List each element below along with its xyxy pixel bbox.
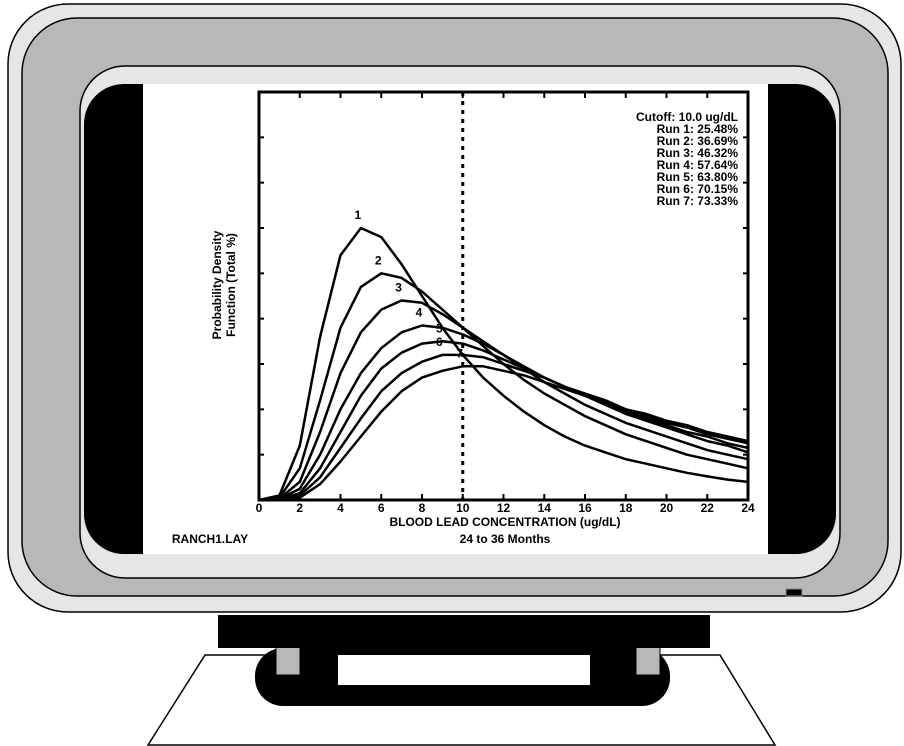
power-button[interactable] (785, 588, 803, 597)
x-tick-label: 14 (538, 501, 552, 515)
series-label: 7 (456, 346, 463, 360)
annotation: Cutoff: 10.0 ug/dL (636, 110, 738, 124)
series-line (258, 226, 749, 502)
series-line (258, 340, 749, 502)
annotation: Run 1: 25.48% (657, 122, 739, 136)
series-line (258, 324, 749, 502)
series-label: 6 (436, 335, 443, 349)
subtitle: 24 to 36 Months (460, 532, 551, 546)
x-tick-label: 8 (419, 501, 426, 515)
series-label: 4 (416, 306, 423, 320)
x-tick-label: 16 (578, 501, 592, 515)
series-line (259, 353, 749, 502)
series-label: 3 (395, 281, 402, 295)
x-tick-label: 12 (497, 501, 511, 515)
annotation: Run 4: 57.64% (657, 158, 739, 172)
x-tick-label: 4 (337, 501, 344, 515)
annotation: Run 5: 63.80% (657, 170, 739, 184)
annotation: Run 7: 73.33% (657, 194, 739, 208)
series-label: 2 (375, 254, 382, 268)
series-label: 5 (436, 322, 443, 336)
x-tick-label: 10 (456, 501, 470, 515)
x-tick-label: 0 (256, 501, 263, 515)
x-tick-label: 20 (660, 501, 674, 515)
annotation: Run 6: 70.15% (657, 182, 739, 196)
y-axis-label-line: Function (Total %) (224, 233, 238, 337)
x-tick-label: 22 (701, 501, 715, 515)
chart: BLOOD LEAD CONCENTRATION (ug/dL) 24 to 3… (172, 90, 755, 546)
series-line (259, 365, 749, 502)
x-axis-label: BLOOD LEAD CONCENTRATION (ug/dL) (389, 515, 620, 529)
x-tick-label: 18 (619, 501, 633, 515)
screen-content (143, 84, 768, 554)
x-tick-label: 24 (741, 501, 755, 515)
x-tick-label: 2 (296, 501, 303, 515)
annotation: Run 2: 36.69% (657, 134, 739, 148)
monitor-stand (146, 615, 777, 746)
y-axis-label: Probability Density Function (Total %) (210, 230, 238, 339)
x-tick-label: 6 (378, 501, 385, 515)
annotation: Run 3: 46.32% (657, 146, 739, 160)
y-axis-label-line: Probability Density (210, 230, 224, 339)
file-label: RANCH1.LAY (172, 532, 248, 546)
series-label: 1 (355, 208, 362, 222)
